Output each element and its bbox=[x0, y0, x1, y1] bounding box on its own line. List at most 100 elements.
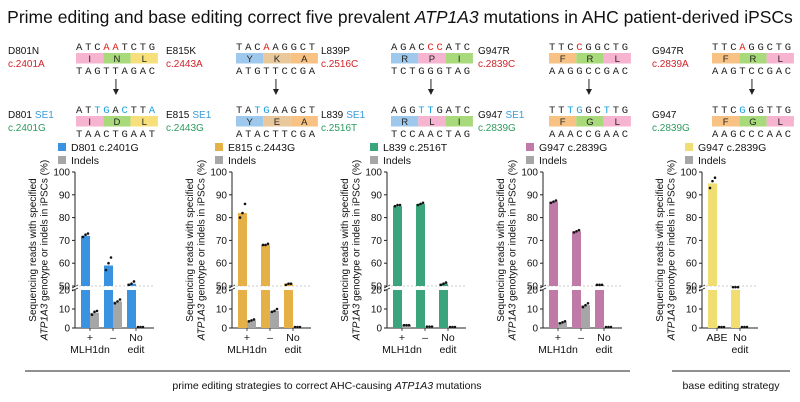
data-point bbox=[109, 256, 113, 259]
figure-title: Prime editing and base editing correct f… bbox=[0, 6, 800, 28]
y-axis-label-line1: Sequencing reads with specified bbox=[185, 178, 196, 321]
legend-swatch-main bbox=[58, 143, 66, 151]
y-tick-label: 10 bbox=[216, 305, 228, 316]
codon-block bbox=[739, 116, 767, 127]
mutation-id: E815K bbox=[166, 46, 196, 57]
data-point bbox=[558, 321, 562, 325]
amino-acid: R bbox=[750, 54, 757, 65]
y-axis-label: Sequencing reads with specifiedATP1A3 ge… bbox=[340, 160, 363, 341]
data-point bbox=[451, 325, 454, 329]
y-tick-label: 90 bbox=[59, 190, 71, 201]
amino-acid: N bbox=[114, 54, 121, 65]
sequence-base: C bbox=[400, 129, 406, 141]
sequence-base: A bbox=[721, 129, 728, 141]
data-point bbox=[284, 283, 288, 287]
sequence-base: C bbox=[300, 42, 306, 54]
sequence-base: A bbox=[712, 129, 719, 141]
data-point bbox=[264, 243, 267, 247]
data-point bbox=[598, 283, 601, 287]
mutation-id: G947R bbox=[652, 46, 684, 57]
y-tick-label: 10 bbox=[59, 305, 71, 316]
sequence-base: G bbox=[604, 66, 610, 78]
codon-block bbox=[739, 53, 767, 64]
legend-swatch-indels bbox=[215, 156, 223, 164]
data-point bbox=[118, 298, 122, 301]
data-point bbox=[241, 211, 244, 215]
data-point bbox=[430, 325, 434, 328]
amino-acid: L bbox=[429, 117, 434, 128]
data-point bbox=[396, 203, 399, 207]
y-axis-label: Sequencing reads with specifiedATP1A3 ge… bbox=[185, 160, 208, 341]
sequence-base: A bbox=[549, 129, 556, 141]
data-point bbox=[289, 282, 293, 286]
y-axis-label-gene: ATP1A3 bbox=[667, 303, 678, 341]
sequence-base: A bbox=[272, 105, 279, 117]
data-point bbox=[439, 283, 443, 287]
sequence-base: T bbox=[131, 105, 137, 117]
data-point bbox=[743, 325, 746, 329]
amino-acid: L bbox=[142, 54, 147, 65]
y-axis-label-line1: Sequencing reads with specified bbox=[496, 178, 507, 321]
sequence-base: T bbox=[558, 42, 564, 54]
y-tick-label: 90 bbox=[527, 190, 539, 201]
sequence-base: T bbox=[149, 129, 155, 141]
data-point bbox=[442, 282, 445, 286]
sequence-base: C bbox=[149, 66, 155, 78]
legend-label-indels: Indels bbox=[383, 155, 411, 167]
data-point bbox=[563, 320, 567, 323]
sequence-base: A bbox=[776, 129, 783, 141]
data-point bbox=[247, 320, 251, 323]
sequence-base: A bbox=[604, 129, 611, 141]
corrected-id: G947 SE1 bbox=[478, 110, 525, 121]
legend-label-indels: Indels bbox=[698, 155, 726, 167]
bar-main bbox=[708, 183, 717, 286]
sequence-base: G bbox=[595, 129, 601, 141]
data-point bbox=[86, 232, 90, 235]
sequence-base: T bbox=[604, 105, 610, 117]
y-tick-label: 20 bbox=[216, 286, 228, 297]
amino-acid: L bbox=[778, 54, 783, 65]
title-after: mutations in AHC patient-derived iPSCs bbox=[478, 7, 793, 27]
sequence-base: A bbox=[254, 129, 261, 141]
legend-label-main: E815 c.2443G bbox=[228, 142, 295, 154]
mutation-cdna: c.2401A bbox=[8, 59, 45, 70]
x-tick-label-line: No bbox=[597, 332, 611, 344]
data-point bbox=[250, 319, 253, 322]
amino-acid: F bbox=[723, 117, 729, 128]
data-point bbox=[554, 199, 558, 202]
legend-swatch-indels bbox=[685, 156, 693, 164]
x-tick-label-line: edit bbox=[128, 344, 145, 356]
sequence-base: C bbox=[427, 42, 433, 54]
sequence-base: A bbox=[455, 129, 462, 141]
x-tick-label: No edit bbox=[440, 332, 457, 356]
amino-acid: L bbox=[142, 117, 147, 128]
sequence-base: T bbox=[712, 42, 718, 54]
footer-prime-label: prime editing strategies to correct AHC-… bbox=[172, 380, 481, 392]
x-tick-label-line: No bbox=[286, 332, 300, 344]
sequence-base: C bbox=[739, 129, 745, 141]
footer-prime-after: mutations bbox=[433, 380, 481, 392]
codon-block bbox=[103, 116, 131, 127]
sequence-base: A bbox=[112, 42, 119, 54]
bar-main bbox=[439, 290, 448, 328]
y-tick-label: 90 bbox=[371, 190, 383, 201]
legend-swatch-indels bbox=[526, 156, 534, 164]
sequence-base: G bbox=[122, 129, 128, 141]
sequence-base: C bbox=[785, 66, 791, 78]
amino-acid: F bbox=[560, 117, 566, 128]
sequence-base: G bbox=[464, 66, 470, 78]
y-tick-label: 70 bbox=[527, 236, 539, 247]
sequence-base: T bbox=[455, 105, 461, 117]
sequence-base: G bbox=[767, 66, 773, 78]
y-tick-label: 100 bbox=[521, 168, 538, 179]
data-point bbox=[266, 242, 270, 246]
sequence-base: C bbox=[622, 129, 628, 141]
codon-block bbox=[290, 53, 318, 64]
sequence-base: C bbox=[94, 42, 100, 54]
amino-acid: I bbox=[458, 117, 461, 128]
sequence-base: A bbox=[721, 66, 728, 78]
